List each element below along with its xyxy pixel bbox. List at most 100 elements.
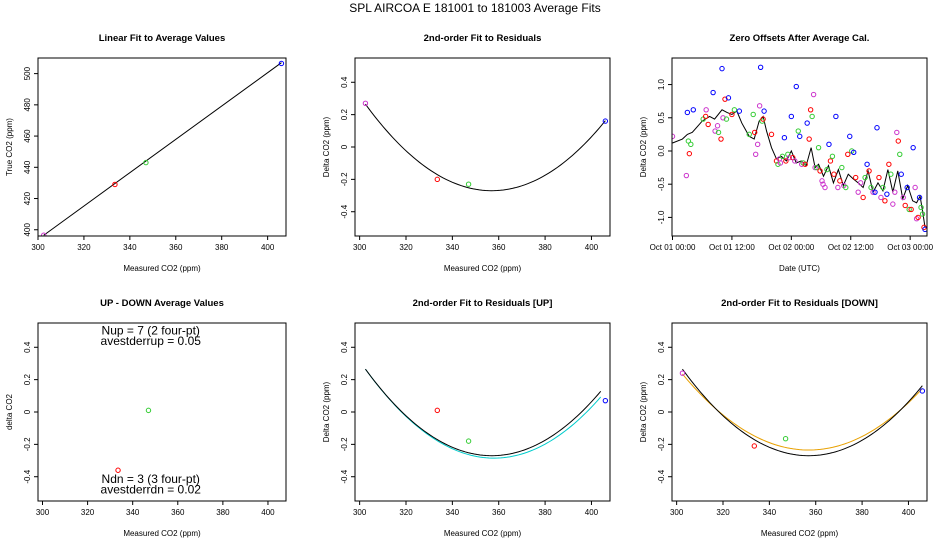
data-point [115, 467, 121, 473]
x-tick-label: 320 [399, 243, 413, 252]
data-point [833, 113, 839, 120]
data-point [878, 194, 884, 201]
data-point [839, 164, 845, 171]
data-point [143, 159, 149, 166]
x-tick-label: 380 [538, 508, 552, 517]
x-tick-label: 320 [716, 508, 730, 517]
data-point [786, 154, 793, 161]
data-point [857, 180, 864, 186]
y-tick-label: 0.4 [340, 76, 349, 88]
data-points [41, 60, 285, 236]
data-point [465, 438, 472, 444]
data-point [894, 129, 900, 136]
x-axis-label: Measured CO2 (ppm) [123, 529, 201, 538]
data-point [880, 184, 886, 191]
data-point [826, 141, 832, 148]
x-tick-label: 360 [809, 508, 823, 517]
chart-resid: 2nd-order Fit to Residuals 300 320 340 360 38… [322, 33, 611, 273]
plot-frame [671, 322, 928, 502]
data-point [888, 171, 894, 177]
annotation-text: Nup = 7 (2 four-pt) [102, 323, 200, 337]
x-tick-label: 300 [31, 243, 45, 252]
x-tick-label: 380 [855, 508, 869, 517]
x-tick-label: 320 [81, 508, 95, 517]
x-tick-label: 360 [171, 508, 185, 517]
x-tick-label: 360 [492, 243, 506, 252]
y-tick-label: 0.2 [340, 374, 349, 386]
fit-lines [43, 62, 282, 236]
data-point [853, 174, 859, 181]
x-tick-label: 400 [902, 508, 916, 517]
data-point [900, 194, 906, 201]
data-point [884, 191, 890, 197]
y-tick-label: -0.4 [657, 469, 666, 483]
data-points [679, 370, 926, 449]
data-point [761, 108, 767, 114]
data-point [806, 136, 812, 142]
y-tick-label: -0.2 [23, 437, 32, 451]
data-point [756, 103, 763, 109]
annotation-text: Ndn = 3 (3 four-pt) [102, 472, 200, 486]
data-point [112, 181, 118, 188]
data-point [831, 171, 837, 177]
y-axis-label: True CO2 (ppm) [5, 118, 14, 176]
annotation-text: avestderrup = 0.05 [101, 334, 202, 348]
data-point [751, 443, 757, 449]
y-tick-label: -1.0 [657, 210, 666, 224]
x-tick-label: Oct 01 00:00 [650, 243, 696, 252]
y-tick-label: -0.2 [340, 172, 349, 186]
x-axis-label: Measured CO2 (ppm) [444, 264, 522, 273]
data-point [904, 184, 910, 191]
data-point [897, 151, 903, 158]
data-point [685, 138, 692, 144]
x-tick-label: 340 [126, 508, 140, 517]
data-point [910, 144, 916, 151]
data-point [783, 158, 789, 164]
data-point [906, 206, 912, 213]
data-point [760, 116, 766, 122]
y-tick-label: 440 [23, 160, 32, 174]
y-tick-label: 0.0 [657, 145, 666, 157]
x-tick-label: 300 [36, 508, 50, 517]
data-point [795, 128, 801, 134]
data-point [797, 133, 803, 140]
data-point [792, 158, 798, 164]
data-point [602, 118, 609, 124]
data-point [434, 176, 440, 183]
x-tick-label: 400 [261, 243, 275, 252]
data-point [872, 189, 878, 195]
data-point [892, 189, 898, 195]
fit-lines [672, 109, 926, 228]
data-point [750, 111, 756, 118]
x-tick-label: 400 [585, 508, 599, 517]
y-tick-label: 460 [23, 129, 32, 143]
figure-title: SPL AIRCOA E 181001 to 181003 Average Fi… [349, 1, 601, 15]
data-point [902, 202, 908, 209]
y-tick-label: -0.4 [340, 469, 349, 483]
data-point [702, 113, 709, 120]
data-point [809, 113, 815, 120]
data-point [915, 214, 921, 221]
x-tick-label: Oct 03 00:00 [887, 243, 933, 252]
x-tick-label: 320 [77, 243, 91, 252]
data-point [919, 211, 926, 217]
x-tick-label: 380 [215, 243, 229, 252]
data-point [793, 83, 799, 90]
data-point [855, 189, 861, 195]
data-point [913, 216, 920, 222]
y-tick-label: -0.4 [340, 204, 349, 218]
data-point [781, 135, 788, 141]
data-point [886, 161, 892, 167]
data-point [679, 370, 686, 376]
data-point [705, 121, 711, 128]
data-point [817, 168, 823, 174]
data-point [602, 397, 609, 404]
data-point [807, 107, 814, 113]
y-tick-label: 0.2 [23, 374, 32, 386]
data-point [876, 174, 882, 181]
data-point [890, 201, 896, 207]
data-point [898, 171, 904, 177]
plot-frame [354, 322, 611, 502]
y-tick-label: 0 [340, 409, 349, 414]
fit-lines [365, 368, 602, 459]
